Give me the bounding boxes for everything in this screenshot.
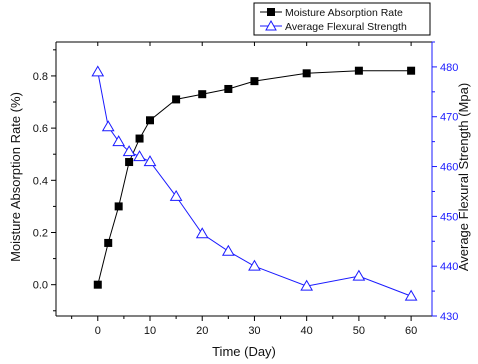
legend-marker-flexural <box>265 19 277 31</box>
moisture-data-point <box>224 84 233 93</box>
flexural-data-point <box>352 269 366 281</box>
legend-label-moisture: Moisture Absorption Rate <box>285 7 403 19</box>
moisture-data-point <box>198 90 207 99</box>
flexural-data-point <box>112 135 126 147</box>
flexural-data-point <box>143 155 157 167</box>
x-axis-title: Time (Day) <box>212 344 276 359</box>
x-tick-label: 50 <box>353 325 365 337</box>
moisture-data-point <box>146 116 154 125</box>
moisture-data-point <box>250 77 259 86</box>
flexural-data-point <box>91 65 105 77</box>
flexural-data-point <box>248 259 261 271</box>
flexural-data-point <box>101 120 115 132</box>
moisture-data-point <box>172 95 181 104</box>
moisture-data-point <box>302 69 311 78</box>
flexural-data-point <box>122 145 136 157</box>
right-y-tick-label: 470 <box>440 112 458 124</box>
left-y-axis-title: Moisture Absorption Rate (%) <box>8 92 23 262</box>
legend-marker-moisture <box>267 8 275 16</box>
x-tick-label: 10 <box>144 325 156 337</box>
right-y-tick-label: 430 <box>440 311 458 323</box>
left-y-tick-label: 0.0 <box>33 280 48 292</box>
plot-frame-layer <box>55 41 433 317</box>
series-layer <box>91 65 418 301</box>
moisture-data-point <box>93 280 102 289</box>
right-y-tick-label: 480 <box>440 62 458 74</box>
moisture-data-point <box>407 66 416 75</box>
moisture-data-point <box>354 66 363 75</box>
right-y-tick-label: 460 <box>440 162 458 174</box>
legend-box <box>253 2 431 36</box>
flexural-data-point <box>133 150 146 162</box>
x-tick-label: 60 <box>405 325 417 337</box>
moisture-data-point <box>135 134 144 143</box>
legend-label-flexural: Average Flexural Strength <box>285 21 407 33</box>
flexural-data-point <box>195 227 209 239</box>
legend: Moisture Absorption Rate Average Flexura… <box>253 2 431 36</box>
right-y-axis-title: Average Flexural Strength (Mpa) <box>456 83 471 271</box>
flexural-data-point <box>404 289 418 301</box>
x-tick-label: 0 <box>95 325 101 337</box>
flexural-data-point <box>221 244 235 256</box>
x-tick-label: 30 <box>248 325 260 337</box>
left-y-tick-label: 0.4 <box>33 175 48 187</box>
right-y-tick-label: 440 <box>440 261 458 273</box>
x-tick-label: 40 <box>301 325 313 337</box>
flexural-data-point <box>169 189 183 201</box>
moisture-data-point <box>125 158 134 167</box>
right-y-tick-label: 450 <box>440 211 458 223</box>
x-tick-label: 20 <box>196 325 208 337</box>
series-line-0 <box>97 70 412 285</box>
flexural-data-point <box>300 279 314 291</box>
left-y-tick-label: 0.6 <box>33 123 48 135</box>
moisture-data-point <box>104 238 113 247</box>
left-y-tick-label: 0.2 <box>33 227 48 239</box>
left-y-tick-label: 0.8 <box>33 71 48 83</box>
ticks-layer: 0 10 20 30 40 50 60 0.0 0.2 0.4 0.6 0.8 430 440 450 460… <box>33 41 458 337</box>
moisture-data-point <box>114 202 123 211</box>
